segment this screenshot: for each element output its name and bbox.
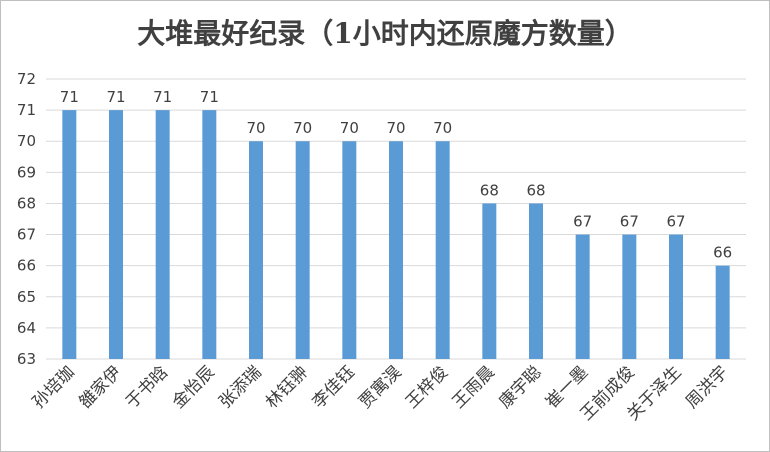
category-label: 周洪宇 [682,362,732,412]
data-label: 70 [340,119,359,137]
category-label: 王梓俊 [402,362,452,412]
y-tick-label: 64 [17,319,36,337]
category-label: 李佳钰 [309,362,359,412]
y-tick-label: 70 [17,132,36,150]
y-tick-label: 72 [17,70,36,88]
y-tick-label: 63 [17,350,36,368]
bars [62,110,730,359]
y-tick-label: 65 [17,288,36,306]
y-axis-ticks: 63 64 65 66 67 68 69 70 71 72 [17,70,36,368]
data-labels: 71 71 71 71 70 70 70 70 70 68 68 67 67 67 66 [60,88,732,262]
data-label: 70 [386,119,405,137]
bar [435,141,450,359]
data-label: 67 [666,213,685,231]
y-tick-label: 66 [17,257,36,275]
chart-title: 大堆最好纪录（1小时内还原魔方数量） [137,17,633,50]
bar [575,234,590,359]
y-tick-label: 71 [17,101,36,119]
category-label: 林钰翀 [262,362,312,412]
bar [295,141,310,359]
category-label: 孙培珈 [29,362,79,412]
data-label: 70 [433,119,452,137]
data-label: 67 [573,213,592,231]
data-label: 68 [526,181,545,199]
bar [109,110,123,359]
data-label: 68 [480,181,499,199]
data-label: 71 [106,88,125,106]
data-label: 67 [620,213,639,231]
bar [529,203,543,359]
category-label: 康宇聪 [495,362,545,412]
bar [249,141,263,359]
category-label: 贾寓淏 [355,362,405,412]
category-labels: 孙培珈雒家伊于书晗金怡辰张添瑞林钰翀李佳钰贾寓淏王梓俊王雨晨康宇聪崔一墨王前成俊… [29,362,733,424]
data-label: 70 [293,119,312,137]
category-label: 王雨晨 [449,362,499,412]
data-label: 66 [713,244,732,262]
bar [155,110,170,359]
bar [669,234,683,359]
category-label: 雒家伊 [75,362,125,412]
y-tick-label: 67 [17,226,36,244]
bar [482,203,497,359]
y-tick-label: 68 [17,194,36,212]
bar [342,141,357,359]
data-label: 71 [153,88,172,106]
bar [622,234,637,359]
category-label: 于书晗 [122,362,172,412]
bar [62,110,77,359]
category-label: 张添瑞 [215,362,265,412]
category-label: 金怡辰 [169,362,219,412]
bar [389,141,403,359]
data-label: 71 [200,88,219,106]
data-label: 71 [60,88,79,106]
bar [715,265,730,359]
data-label: 70 [246,119,265,137]
y-tick-label: 69 [17,163,36,181]
bar [202,110,217,359]
